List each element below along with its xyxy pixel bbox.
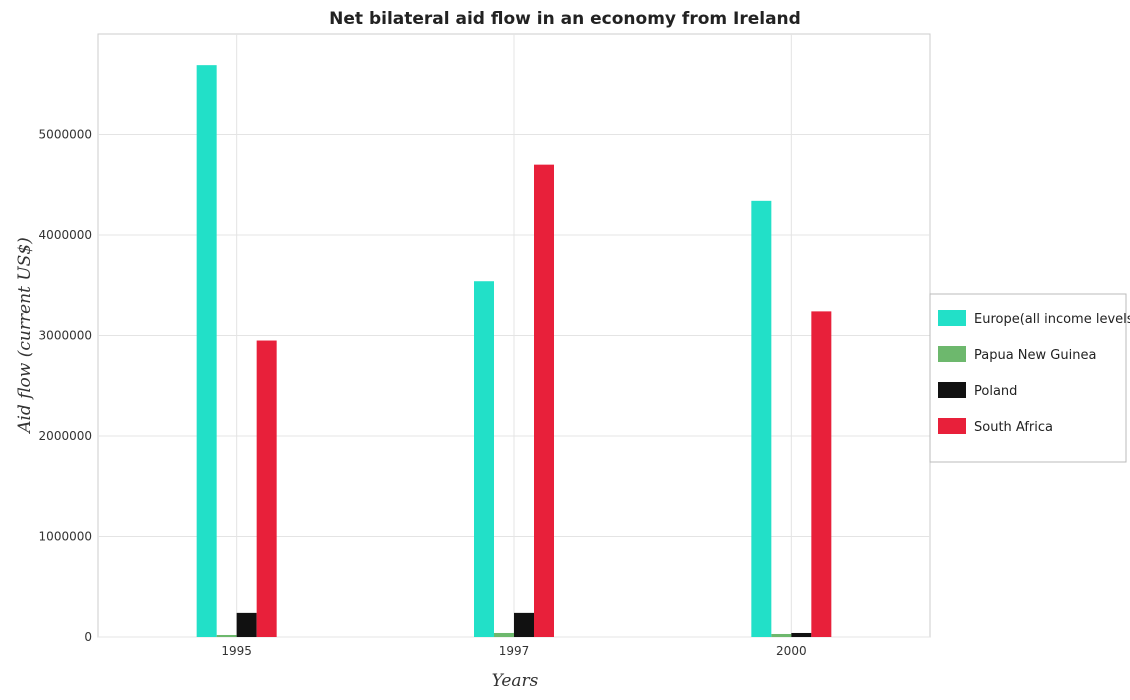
y-tick-label: 0 [84, 630, 92, 644]
x-axis-ticks: 1995 1997 2000 [221, 644, 806, 658]
x-tick-label: 1995 [221, 644, 252, 658]
y-tick-label: 2000000 [39, 429, 92, 443]
bar [236, 612, 257, 637]
y-axis-ticks: 0 1000000 2000000 3000000 4000000 5000000 [39, 128, 92, 645]
legend-swatch [938, 310, 966, 326]
bar [751, 200, 772, 637]
bar [474, 281, 494, 637]
legend-swatch [938, 418, 966, 434]
bars [196, 65, 832, 637]
legend-entry: Papua New Guinea [974, 348, 1096, 363]
bar [494, 632, 514, 637]
bar [216, 634, 237, 637]
y-tick-label: 5000000 [39, 128, 92, 142]
y-tick-label: 3000000 [39, 329, 92, 343]
x-axis-title: Years [492, 671, 539, 691]
legend-entry: South Africa [974, 420, 1053, 435]
legend-entry: Poland [974, 384, 1017, 399]
legend-swatch [938, 346, 966, 362]
bar [196, 65, 217, 637]
bar [256, 340, 277, 637]
bar [811, 311, 832, 637]
y-axis-title: Aid flow (current US$) [15, 237, 35, 435]
legend-swatch [938, 382, 966, 398]
bar [514, 612, 534, 637]
y-tick-label: 4000000 [39, 228, 92, 242]
bar [771, 633, 792, 637]
legend: Europe(all income levels) Papua New Guine… [929, 293, 1130, 463]
legend-entry: Europe(all income levels) [974, 312, 1130, 327]
x-tick-label: 2000 [776, 644, 807, 658]
bar [791, 632, 812, 637]
y-tick-label: 1000000 [39, 530, 92, 544]
bar [534, 164, 554, 637]
chart-title: Net bilateral aid flow in an economy fro… [329, 9, 801, 29]
x-tick-label: 1997 [499, 644, 530, 658]
